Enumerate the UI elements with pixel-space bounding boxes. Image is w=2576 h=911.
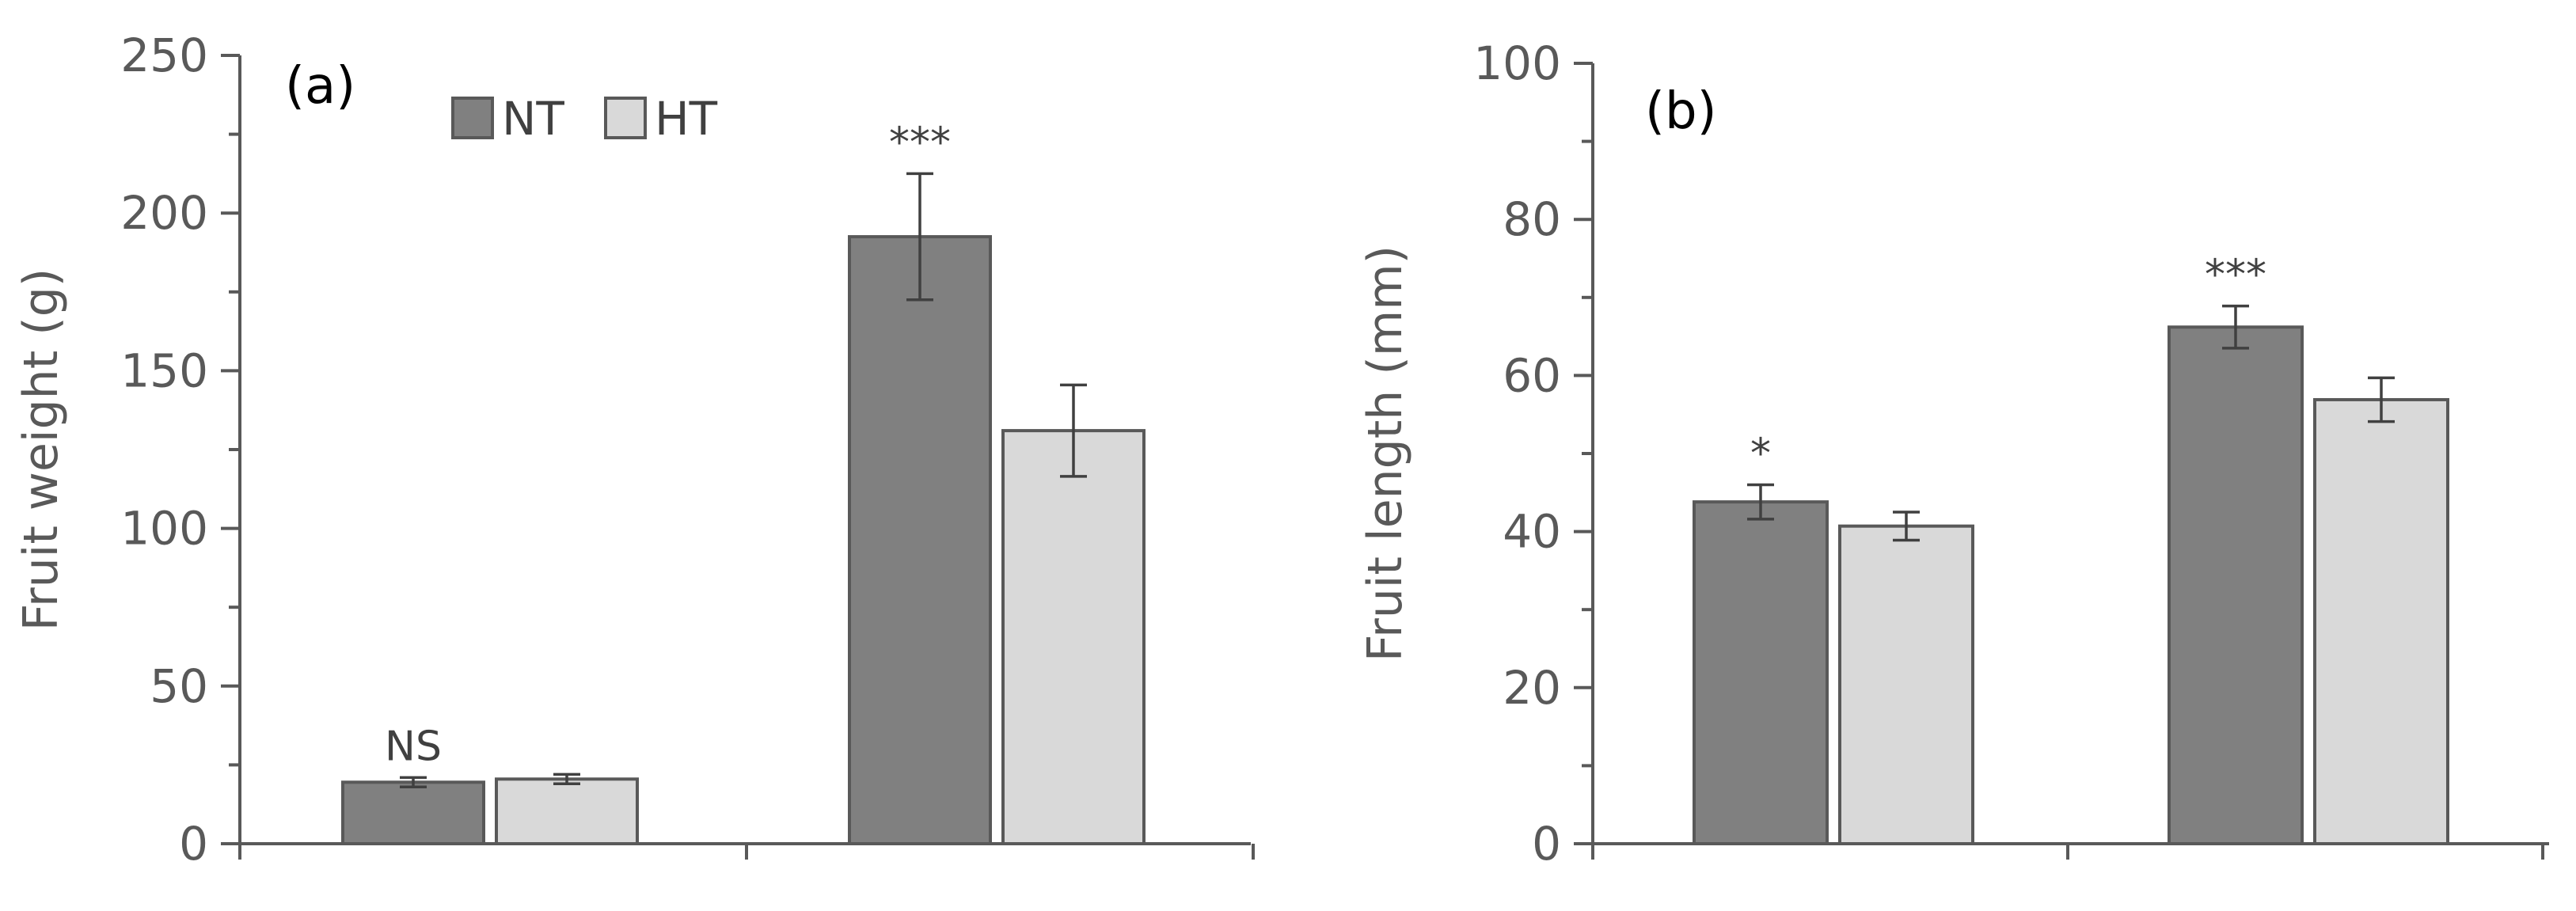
bar-ht-1 — [495, 777, 639, 845]
bar-ht-1 — [1838, 524, 1974, 845]
y-tick-label: 250 — [120, 28, 208, 82]
y-tick-label: 50 — [150, 659, 208, 713]
y-tick-label: 60 — [1503, 348, 1561, 402]
y-tick-label: 100 — [120, 502, 208, 556]
bar-nt-1 — [1693, 500, 1829, 846]
y-tick-label: 200 — [120, 186, 208, 240]
legend-label-ht: HT — [655, 92, 718, 146]
significance-label: *** — [2205, 252, 2266, 299]
legend-swatch-ht — [604, 97, 647, 139]
y-tick-label: 0 — [1532, 817, 1561, 871]
panel-label: (b) — [1645, 82, 1717, 141]
y-axis-title: Fruit weight (g) — [13, 268, 69, 631]
significance-label: NS — [385, 723, 442, 770]
bar-nt-1 — [341, 780, 485, 846]
panel-label: (a) — [285, 57, 355, 116]
panel-a-fruit-weight: 0 50 100 150 200 250 NS *** Fruit weight (g) (a) N… — [13, 28, 1255, 871]
y-axis-title: Fruit length (mm) — [1358, 245, 1413, 662]
y-tick-label: 100 — [1473, 36, 1561, 90]
bar-nt-2 — [848, 235, 992, 845]
y-tick-label: 150 — [120, 344, 208, 397]
bar-ht-2 — [1001, 429, 1146, 845]
significance-label: *** — [889, 119, 951, 166]
y-tick-label: 20 — [1503, 661, 1561, 715]
y-tick-label: 80 — [1503, 192, 1561, 246]
y-tick-label: 0 — [179, 817, 208, 871]
legend-label-nt: NT — [502, 92, 564, 146]
legend: NT HT — [451, 92, 718, 146]
legend-swatch-nt — [451, 97, 494, 139]
significance-label: * — [1750, 430, 1771, 477]
bar-ht-2 — [2313, 397, 2449, 845]
bar-nt-2 — [2168, 325, 2304, 845]
y-tick-label: 40 — [1503, 505, 1561, 559]
